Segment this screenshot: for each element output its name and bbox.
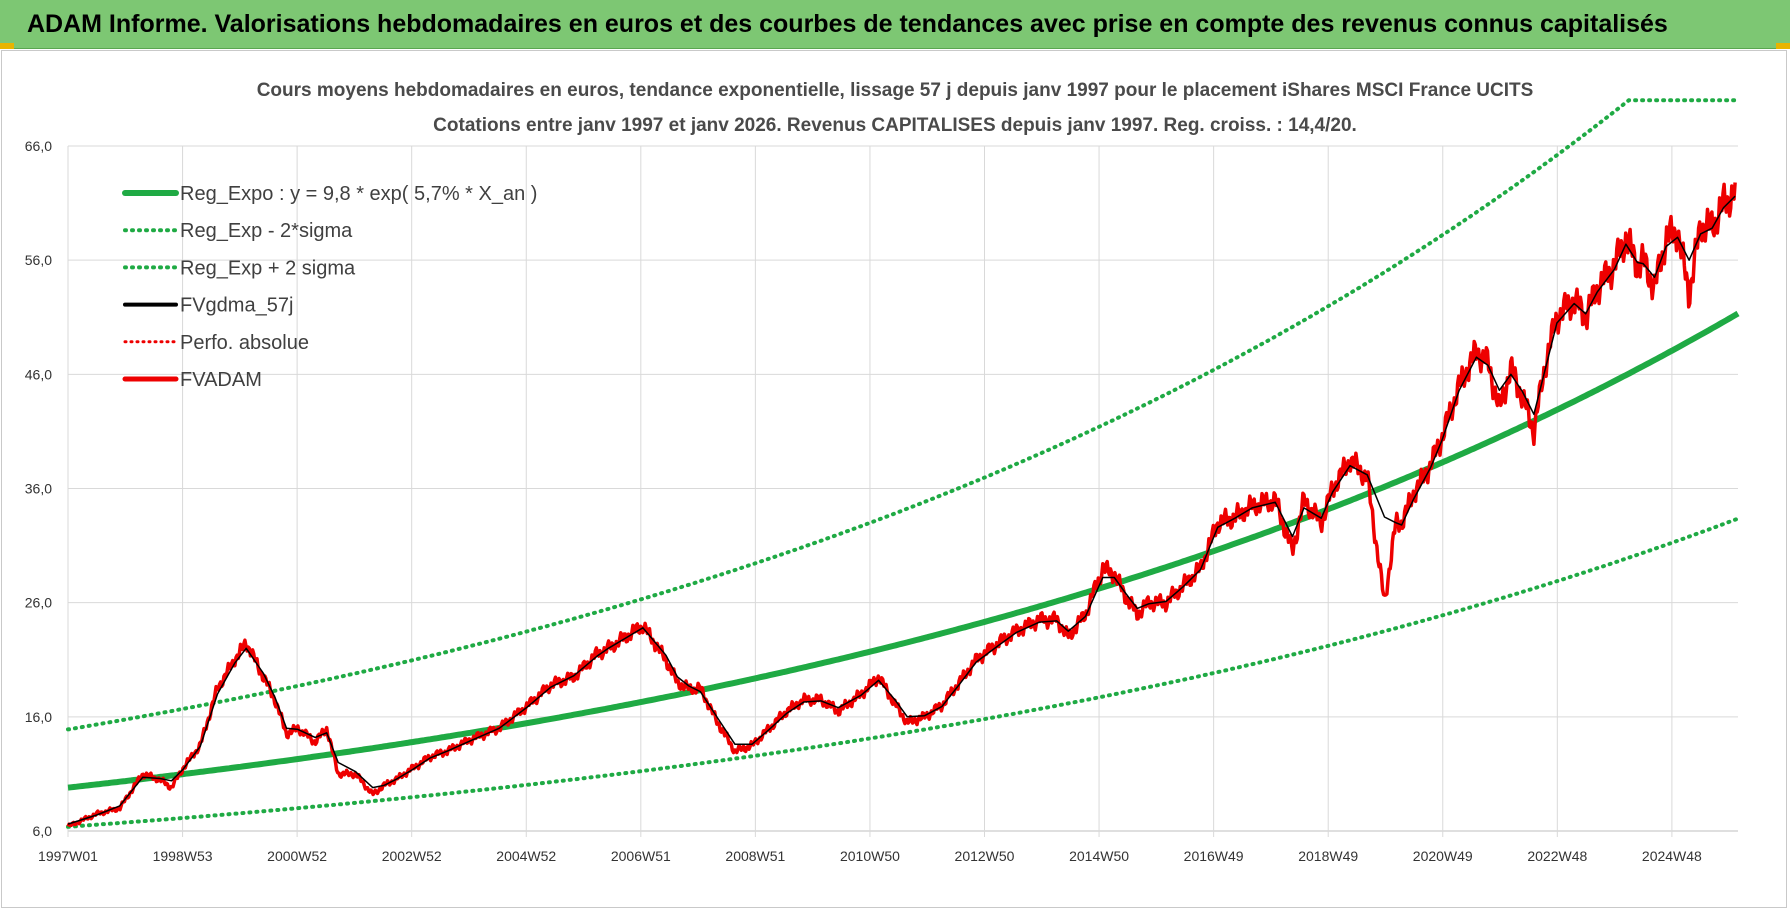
y-tick-label: 6,0	[33, 823, 53, 839]
reg-expo-line	[67, 310, 1740, 791]
x-tick-label: 2022W48	[1527, 848, 1587, 864]
legend-label: Reg_Exp + 2 sigma	[180, 257, 356, 279]
reg-exp-minus-2sigma-line	[66, 516, 1740, 829]
x-tick-label: 2024W48	[1642, 848, 1702, 864]
y-tick-label: 36,0	[25, 481, 52, 497]
y-tick-label: 56,0	[25, 252, 52, 268]
y-tick-label: 46,0	[25, 366, 52, 382]
chart-frame	[1, 50, 1787, 908]
fvgdma-57j-line	[67, 195, 1736, 825]
y-tick-label: 26,0	[25, 595, 52, 611]
x-axis: 1997W01 1998W53 2000W52 2002W52 2004W52 2006W…	[38, 848, 1702, 864]
fvadam-line	[66, 182, 1737, 828]
x-tick-label: 2014W50	[1069, 848, 1129, 864]
x-tick-label: 2018W49	[1298, 848, 1358, 864]
x-tick-label: 2002W52	[382, 848, 442, 864]
chart-title: Cours moyens hebdomadaires en euros, ten…	[257, 80, 1534, 101]
corner-mark-top-left	[0, 43, 14, 49]
legend-label: Perfo. absolue	[180, 332, 309, 354]
y-tick-label: 66,0	[25, 138, 52, 154]
legend-label: Reg_Exp - 2*sigma	[180, 220, 353, 242]
reg-exp-plus-2sigma-line	[66, 98, 1740, 732]
chart-subtitle: Cotations entre janv 1997 et janv 2026. …	[433, 115, 1357, 136]
page-title: ADAM Informe. Valorisations hebdomadaire…	[27, 10, 1668, 38]
y-tick-label: 16,0	[25, 709, 52, 725]
header-banner: ADAM Informe. Valorisations hebdomadaire…	[0, 0, 1790, 49]
legend-label: FVADAM	[180, 369, 262, 391]
y-axis: 6,0 16,0 26,0 36,0 46,0 56,0 66,0	[25, 138, 52, 839]
x-tick-label: 1998W53	[153, 848, 213, 864]
x-tick-label: 2020W49	[1413, 848, 1473, 864]
x-tick-label: 2006W51	[611, 848, 671, 864]
plot-lines	[66, 98, 1740, 829]
legend-label: Reg_Expo : y = 9,8 * exp( 5,7% * X_an )	[180, 183, 537, 205]
x-tick-label: 2000W52	[267, 848, 327, 864]
x-tick-label: 2004W52	[496, 848, 556, 864]
x-tick-label: 2008W51	[725, 848, 785, 864]
legend-label: FVgdma_57j	[180, 295, 293, 317]
legend: Reg_Expo : y = 9,8 * exp( 5,7% * X_an ) R…	[122, 183, 537, 391]
x-tick-label: 2010W50	[840, 848, 900, 864]
x-tick-label: 2012W50	[955, 848, 1015, 864]
corner-mark-top-right	[1776, 43, 1790, 49]
x-tick-label: 2016W49	[1184, 848, 1244, 864]
x-tick-label: 1997W01	[38, 848, 98, 864]
